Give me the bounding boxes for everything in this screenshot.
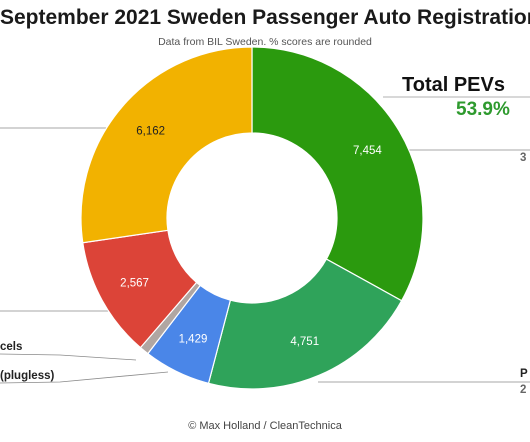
slice-value-label-0: 7,454 <box>353 145 382 157</box>
partial-label-plugless: (plugless) <box>0 370 55 382</box>
slice-value-label-1: 4,751 <box>290 336 319 348</box>
partial-label-phev: P <box>520 368 528 380</box>
leader-line-plugless <box>0 371 169 384</box>
donut-slice-0 <box>251 46 424 302</box>
donut-slice-1 <box>207 258 403 390</box>
total-pevs-value: 53.9% <box>456 99 510 120</box>
chart-title: September 2021 Sweden Passenger Auto Reg… <box>0 6 530 29</box>
slices <box>80 46 424 390</box>
leader-line-other <box>0 353 137 361</box>
footer-credit: © Max Holland / CleanTechnica <box>188 420 342 432</box>
donut-slice-5 <box>80 46 253 244</box>
slice-value-label-4: 2,567 <box>120 278 149 290</box>
slice-value-label-2: 1,429 <box>179 333 208 345</box>
partial-label-bev-pct: 3 <box>520 152 527 164</box>
slice-labels: 7,454 4,751 1,429 2,567 6,162 <box>120 125 382 348</box>
total-pevs-label: Total PEVs <box>402 74 505 96</box>
chart-subtitle: Data from BIL Sweden. % scores are round… <box>158 36 372 48</box>
partial-label-other: cels <box>0 341 23 353</box>
slice-value-label-5: 6,162 <box>136 125 165 137</box>
partial-label-phev-pct: 2 <box>520 384 527 396</box>
